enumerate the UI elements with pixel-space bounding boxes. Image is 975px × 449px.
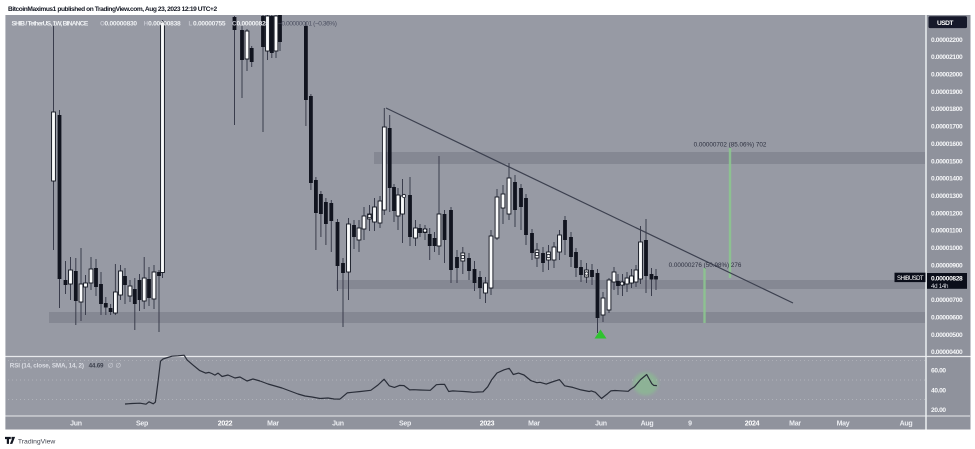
svg-text:0.00000702 (85.06%) 702: 0.00000702 (85.06%) 702 — [694, 141, 767, 148]
svg-text:0.00002000: 0.00002000 — [931, 72, 963, 79]
svg-text:Sep: Sep — [399, 421, 411, 428]
svg-text:0.00002100: 0.00002100 — [931, 54, 963, 61]
svg-text:∅: ∅ — [116, 362, 122, 369]
svg-text:0.00002200: 0.00002200 — [931, 37, 963, 44]
svg-text:0.00001300: 0.00001300 — [931, 193, 963, 200]
svg-text:0.00001700: 0.00001700 — [931, 124, 963, 131]
svg-text:0.00001900: 0.00001900 — [931, 89, 963, 96]
svg-text:USDT: USDT — [937, 20, 953, 27]
svg-text:H: H — [144, 21, 149, 28]
svg-text:SHIB / TetherUS, 1W, BINANCE: SHIB / TetherUS, 1W, BINANCE — [12, 21, 89, 28]
svg-text:Jun: Jun — [595, 421, 607, 428]
svg-text:0.00001500: 0.00001500 — [931, 158, 963, 165]
svg-text:2023: 2023 — [480, 421, 495, 428]
svg-text:Sep: Sep — [136, 421, 148, 428]
svg-text:Jun: Jun — [70, 421, 82, 428]
svg-text:0.00001800: 0.00001800 — [931, 106, 963, 113]
svg-text:C: C — [232, 21, 237, 28]
svg-text:4d 14h: 4d 14h — [931, 283, 949, 290]
svg-text:0.00000600: 0.00000600 — [931, 314, 963, 321]
svg-text:0.00000838: 0.00000838 — [148, 21, 181, 28]
svg-text:40.00: 40.00 — [931, 388, 946, 395]
svg-text:SHIBUSDT: SHIBUSDT — [897, 276, 924, 282]
svg-text:Mar: Mar — [528, 421, 540, 428]
svg-text:0.00000828: 0.00000828 — [931, 276, 963, 283]
svg-text:0.00000755: 0.00000755 — [193, 21, 226, 28]
svg-text:−0.00000001 (−0.36%): −0.00000001 (−0.36%) — [278, 21, 337, 28]
svg-text:0.00000830: 0.00000830 — [105, 21, 138, 28]
svg-text:0.00000400: 0.00000400 — [931, 349, 963, 356]
svg-text:44.69: 44.69 — [89, 362, 104, 369]
svg-text:Mar: Mar — [267, 421, 279, 428]
svg-text:0.00000276 (50.98%) 276: 0.00000276 (50.98%) 276 — [669, 262, 742, 269]
svg-text:0.00001600: 0.00001600 — [931, 141, 963, 148]
svg-text:60.00: 60.00 — [931, 368, 946, 375]
svg-text:0.00000900: 0.00000900 — [931, 262, 963, 269]
svg-text:0.00001200: 0.00001200 — [931, 210, 963, 217]
svg-text:0.00001100: 0.00001100 — [931, 228, 963, 235]
svg-text:0.00001000: 0.00001000 — [931, 245, 963, 252]
svg-text:Aug: Aug — [900, 421, 913, 428]
svg-text:20.00: 20.00 — [931, 407, 946, 414]
svg-text:May: May — [837, 421, 850, 428]
svg-text:Mar: Mar — [789, 421, 801, 428]
svg-text:2022: 2022 — [218, 421, 233, 428]
svg-text:RSI (14, close, SMA, 14, 2): RSI (14, close, SMA, 14, 2) — [10, 362, 84, 369]
svg-text:2024: 2024 — [745, 421, 760, 428]
svg-text:0.00000500: 0.00000500 — [931, 332, 963, 339]
svg-text:O: O — [100, 21, 105, 28]
svg-text:Jun: Jun — [332, 421, 344, 428]
svg-text:L: L — [189, 21, 193, 28]
svg-text:TradingView: TradingView — [18, 439, 55, 446]
svg-text:0.00000700: 0.00000700 — [931, 297, 963, 304]
svg-text:0.00000828: 0.00000828 — [237, 21, 270, 28]
svg-text:9: 9 — [688, 421, 692, 428]
svg-text:∅: ∅ — [108, 362, 114, 369]
svg-text:0.00001400: 0.00001400 — [931, 176, 963, 183]
svg-text:BitcoinMaximus1 published on T: BitcoinMaximus1 published on TradingView… — [8, 6, 217, 13]
svg-text:Aug: Aug — [641, 421, 654, 428]
